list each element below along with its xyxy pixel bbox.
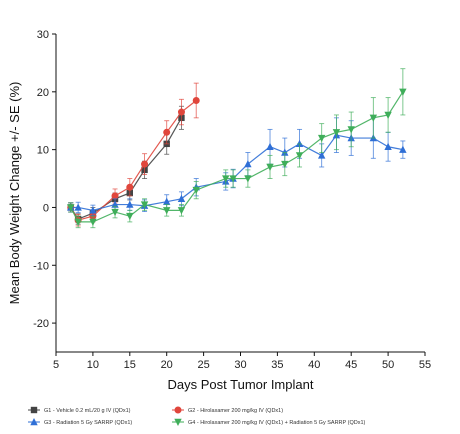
data-point — [369, 114, 378, 122]
data-point — [281, 160, 289, 169]
x-axis-title: Days Post Tumor Implant — [168, 377, 314, 392]
data-point — [317, 134, 326, 143]
y-tick-label: 30 — [37, 29, 49, 41]
y-tick-label: -20 — [33, 318, 49, 330]
data-point — [89, 206, 97, 214]
data-point — [244, 160, 252, 168]
data-point — [163, 197, 171, 205]
series-4 — [67, 68, 407, 229]
data-point — [347, 126, 355, 134]
x-tick-label: 10 — [87, 359, 99, 371]
y-tick-label: 0 — [43, 202, 49, 214]
legend-marker — [30, 406, 38, 414]
legend-marker — [174, 406, 182, 414]
data-point — [163, 128, 171, 136]
x-tick-label: 50 — [382, 359, 394, 371]
legend-label: G4 - Hirolaxamer 200 mg/kg IV (QDx1) + R… — [188, 420, 366, 426]
series-line — [70, 100, 197, 221]
data-point — [222, 175, 230, 183]
legend-marker — [174, 418, 182, 426]
y-tick-label: 10 — [37, 145, 49, 157]
data-point — [399, 88, 407, 96]
data-point — [126, 183, 134, 191]
data-point — [74, 203, 82, 211]
data-point — [141, 160, 149, 168]
data-point — [295, 152, 304, 160]
data-point — [384, 142, 392, 150]
x-tick-label: 35 — [271, 359, 283, 371]
data-point — [74, 218, 82, 226]
data-point — [177, 207, 186, 215]
legend-label: G3 - Radiation 5 Gy SARRP (QDx1) — [44, 420, 132, 426]
x-tick-label: 25 — [197, 359, 209, 371]
legend-item-2: G2 - Hirolaxamer 200 mg/kg IV (QDx1) — [172, 406, 283, 414]
data-point — [67, 204, 75, 212]
axes: 5 10 15 20 25 30 35 40 45 50 55 -20 -10 0 10 20 30 — [33, 29, 431, 371]
y-axis-title: Mean Body Weight Change +/- SE (%) — [7, 82, 22, 305]
data-point — [163, 207, 171, 215]
data-point — [111, 192, 119, 200]
data-point — [140, 201, 149, 209]
data-point — [266, 163, 274, 171]
data-point — [192, 186, 200, 195]
x-tick-label: 55 — [419, 359, 431, 371]
data-point — [399, 145, 407, 153]
legend-item-3: G3 - Radiation 5 Gy SARRP (QDx1) — [28, 418, 132, 426]
data-point — [126, 212, 134, 221]
data-point — [266, 142, 274, 150]
data-point — [384, 111, 392, 119]
data-point — [317, 151, 326, 159]
y-tick-label: 20 — [37, 87, 49, 99]
x-tick-label: 20 — [161, 359, 173, 371]
legend-item-1: G1 - Vehicle 0.2 mL/20 g IV (QDx1) — [28, 406, 131, 414]
data-point — [111, 208, 119, 217]
data-point — [177, 108, 185, 116]
legend-marker — [30, 418, 38, 426]
legend-label: G2 - Hirolaxamer 200 mg/kg IV (QDx1) — [188, 408, 283, 414]
data-point — [229, 175, 237, 183]
legend-item-4: G4 - Hirolaxamer 200 mg/kg IV (QDx1) + R… — [172, 418, 366, 426]
data-point — [332, 129, 341, 137]
data-point — [126, 200, 134, 208]
x-tick-label: 40 — [308, 359, 320, 371]
legend-label: G1 - Vehicle 0.2 mL/20 g IV (QDx1) — [44, 408, 131, 414]
x-tick-label: 45 — [345, 359, 357, 371]
series-layer — [67, 68, 407, 229]
legend: G1 - Vehicle 0.2 mL/20 g IV (QDx1) G2 - H… — [28, 406, 366, 426]
x-tick-label: 5 — [53, 359, 59, 371]
series-line — [70, 91, 404, 223]
data-point — [89, 218, 97, 226]
data-point — [244, 175, 252, 183]
data-point — [177, 194, 186, 202]
x-tick-label: 15 — [124, 359, 136, 371]
data-point — [192, 96, 200, 104]
y-tick-label: -10 — [33, 260, 49, 272]
x-tick-label: 30 — [234, 359, 246, 371]
